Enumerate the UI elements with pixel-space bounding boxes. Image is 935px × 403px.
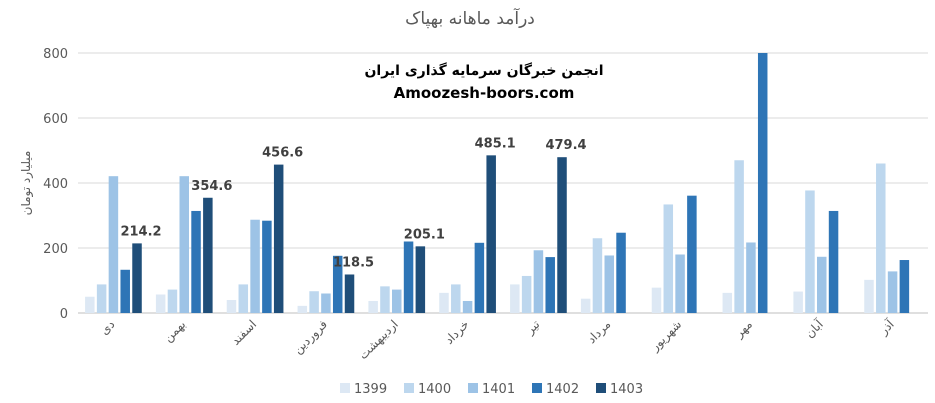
bar-1402-0 xyxy=(120,269,130,313)
bar-1403-2 xyxy=(273,164,284,313)
x-tick-label: مهر xyxy=(731,317,755,341)
legend-swatch xyxy=(596,383,606,393)
bar-1402-6 xyxy=(545,257,555,313)
y-tick-label: 600 xyxy=(43,112,68,127)
bar-1401-1 xyxy=(179,176,189,313)
bar-1401-9 xyxy=(746,242,756,313)
x-tick-label: خرداد xyxy=(442,317,472,347)
bar-1403-4 xyxy=(415,246,426,313)
bar-1400-2 xyxy=(238,284,249,313)
x-tick-label: تیر xyxy=(522,317,543,338)
x-tick-label: اسفند xyxy=(229,317,260,348)
bar-1402-10 xyxy=(828,210,839,313)
legend: 1399 1400 1401 1402 1403 xyxy=(340,382,643,397)
bar-1402-5 xyxy=(474,242,485,313)
legend-swatch xyxy=(404,383,414,393)
bar-1399-8 xyxy=(651,287,662,313)
bar-1402-8 xyxy=(687,195,697,313)
bar-1400-7 xyxy=(592,238,603,313)
bar-1400-3 xyxy=(309,291,319,313)
bar-1399-11 xyxy=(864,279,874,313)
x-tick-label: بهمن xyxy=(161,317,189,345)
chart-title: درآمد ماهانه بهپاک xyxy=(405,7,535,29)
bar-1402-4 xyxy=(403,241,414,313)
x-tick-label: مرداد xyxy=(584,317,614,347)
y-tick-label: 800 xyxy=(43,47,68,62)
bar-1401-6 xyxy=(533,250,544,313)
data-label: 354.6 xyxy=(191,179,232,194)
bar-1399-3 xyxy=(297,305,308,313)
legend-swatch xyxy=(468,383,478,393)
bar-1399-7 xyxy=(580,298,591,313)
bar-1401-3 xyxy=(321,293,331,313)
bar-1400-5 xyxy=(451,284,461,313)
bar-1402-7 xyxy=(616,232,626,313)
bar-1401-4 xyxy=(392,289,402,313)
data-label: 456.6 xyxy=(262,146,303,161)
data-label: 214.2 xyxy=(120,224,161,239)
bar-1401-7 xyxy=(604,255,614,313)
bar-1403-0 xyxy=(132,243,142,313)
bar-1403-1 xyxy=(203,197,213,313)
y-tick-label: 400 xyxy=(43,177,68,192)
legend-swatch xyxy=(532,383,542,393)
bar-1400-9 xyxy=(734,160,744,313)
y-axis-label: میلیارد تومان xyxy=(19,151,34,216)
data-label: 485.1 xyxy=(475,136,516,151)
bar-1401-10 xyxy=(817,256,827,313)
bar-1402-11 xyxy=(899,260,910,313)
y-tick-label: 200 xyxy=(43,242,68,257)
bar-1399-2 xyxy=(226,300,237,313)
bar-1402-2 xyxy=(262,220,272,313)
bar-1401-0 xyxy=(108,176,119,313)
bar-1400-6 xyxy=(521,275,532,313)
data-label: 479.4 xyxy=(545,138,586,153)
bar-1400-8 xyxy=(663,204,674,313)
watermark-url: Amoozesh-boors.com xyxy=(394,84,575,102)
x-tick-label: دی xyxy=(97,317,117,337)
y-tick-label: 0 xyxy=(60,307,68,322)
bar-1403-3 xyxy=(344,274,355,313)
bar-1399-1 xyxy=(155,294,166,313)
bar-1401-8 xyxy=(675,254,685,313)
bar-1401-5 xyxy=(462,300,473,313)
bar-1402-9 xyxy=(757,53,768,313)
legend-entry: 1401 xyxy=(482,382,515,397)
legend-entry: 1400 xyxy=(418,382,451,397)
bar-1400-11 xyxy=(876,163,886,313)
bar-1399-9 xyxy=(722,292,733,313)
bar-1400-0 xyxy=(96,284,107,313)
bar-1400-4 xyxy=(380,286,390,313)
gridlines: 0 200 400 600 800 xyxy=(43,47,928,322)
bar-1401-11 xyxy=(887,271,898,313)
watermark-title: انجمن خبرگان سرمایه گذاری ایران xyxy=(364,62,603,79)
bar-1399-4 xyxy=(368,300,378,313)
data-labels: دی بهمن اسفند فروردین اردیبهشت خرداد تیر مرداد ش… xyxy=(97,136,898,362)
bar-1403-6 xyxy=(557,157,567,313)
data-label: 205.1 xyxy=(404,227,445,242)
bar-1402-1 xyxy=(191,210,201,313)
bars xyxy=(85,53,910,313)
bar-1400-1 xyxy=(167,289,178,313)
bar-1403-5 xyxy=(486,155,496,313)
bar-1399-0 xyxy=(85,296,95,313)
bar-1401-2 xyxy=(250,219,260,313)
x-tick-label: آذر xyxy=(875,316,898,339)
x-tick-label: فروردین xyxy=(291,317,331,357)
bar-1402-3 xyxy=(332,255,343,313)
legend-entry: 1399 xyxy=(354,382,387,397)
legend-swatch xyxy=(340,383,350,393)
bar-1399-10 xyxy=(793,291,803,313)
x-tick-label: آبان xyxy=(802,316,827,341)
bar-1399-6 xyxy=(510,284,520,313)
bar-1399-5 xyxy=(439,292,449,313)
bar-1400-10 xyxy=(805,190,815,313)
x-tick-label: شهریور xyxy=(647,317,685,355)
data-label: 118.5 xyxy=(333,255,374,270)
legend-entry: 1402 xyxy=(546,382,579,397)
legend-entry: 1403 xyxy=(610,382,643,397)
x-tick-label: اردیبهشت xyxy=(356,317,402,363)
